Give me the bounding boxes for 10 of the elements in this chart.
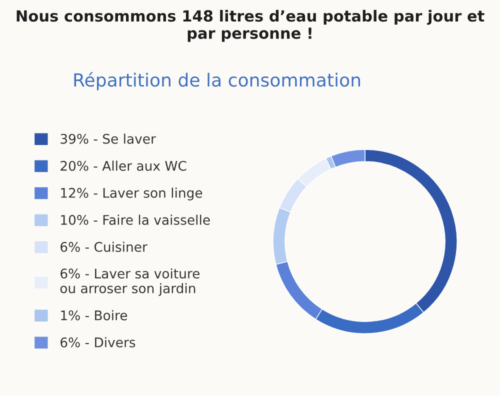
- legend-label: 6% - Divers: [60, 337, 136, 348]
- legend-label: 39% - Se laver: [60, 134, 156, 144]
- legend-label: 6% - Cuisiner: [60, 242, 148, 252]
- legend-label: 10% - Faire la vaisselle: [61, 214, 210, 225]
- legend-label: 12% - Laver son linge: [61, 188, 202, 200]
- chart-subtitle: Répartition de la consommation: [74, 72, 360, 90]
- chart-title: Nous consommons 148 litres d’eau potable par jour et par personne !: [16, 10, 484, 42]
- legend-label: 6% - Laver sa voiture ou arroser son jardin: [60, 268, 200, 296]
- legend-label: 1% - Boire: [61, 310, 128, 320]
- legend-label: 20% - Aller aux WC: [60, 160, 186, 171]
